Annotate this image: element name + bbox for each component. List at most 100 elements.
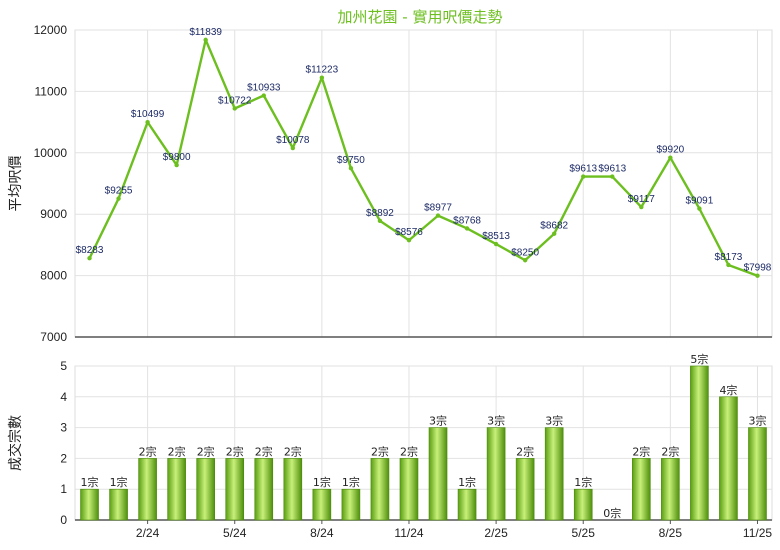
price-point [697, 206, 702, 211]
price-label: $10078 [276, 135, 310, 146]
transaction-bar [138, 458, 157, 521]
price-label: $9750 [337, 155, 365, 166]
price-label: $9613 [598, 164, 626, 175]
price-label: $9920 [656, 145, 684, 156]
transaction-label: 2宗 [139, 444, 157, 458]
y-tick-label: 11000 [35, 84, 68, 98]
y-tick-label: 10000 [34, 146, 68, 160]
transaction-bar [341, 488, 361, 521]
transaction-bar [399, 458, 419, 521]
transaction-label: 2宗 [371, 444, 389, 458]
y-tick-label: 3 [60, 421, 67, 435]
price-point [203, 37, 208, 43]
price-label: $10933 [247, 83, 281, 94]
transaction-bar [254, 458, 274, 521]
y-tick-label: 12000 [34, 23, 68, 37]
transaction-bar [661, 458, 680, 521]
price-label: $9117 [628, 194, 656, 205]
price-point [87, 256, 92, 261]
transaction-bar [109, 488, 128, 521]
chart-title: 加州花園 - 實用呎價走勢 [338, 8, 503, 26]
price-label: $9800 [163, 152, 191, 163]
price-label: $8977 [424, 203, 452, 214]
y-tick-label: 4 [60, 390, 67, 404]
transaction-label: 3宗 [429, 414, 447, 428]
y-tick-label: 0 [60, 513, 67, 527]
transaction-label: 1宗 [81, 475, 99, 489]
x-tick-label: 5/24 [223, 526, 247, 540]
y-tick-label: 1 [60, 482, 67, 496]
transaction-bar [370, 458, 390, 521]
price-point [261, 93, 266, 98]
transaction-bar [515, 458, 535, 521]
price-panel: 7000 8000 9000 10000 11000 12000 平均呎價 $8283 $925… [7, 23, 773, 344]
price-label: $11223 [306, 65, 339, 76]
price-label: $8283 [76, 245, 104, 256]
price-line [88, 38, 758, 277]
price-label: $7998 [744, 263, 772, 274]
transaction-bar [719, 396, 738, 521]
transaction-label: 1宗 [342, 475, 360, 489]
transaction-bar [283, 458, 303, 521]
price-point [174, 162, 179, 168]
transaction-label: 0宗 [603, 506, 621, 520]
transaction-bar [457, 488, 477, 521]
transaction-label: 2宗 [226, 444, 244, 458]
transaction-label: 2宗 [632, 444, 650, 458]
transaction-label: 2宗 [168, 444, 186, 458]
transaction-bar [167, 458, 186, 521]
price-point [116, 196, 121, 201]
x-tick-label: 2/25 [484, 526, 508, 540]
transaction-label: 3宗 [748, 414, 766, 428]
price-point [406, 238, 412, 243]
price-point [377, 218, 383, 224]
price-point [668, 155, 673, 160]
price-label: $8513 [482, 231, 510, 242]
transaction-label: 3宗 [545, 414, 563, 428]
x-tick-label: 11/25 [743, 526, 772, 540]
y-tick-label: 8000 [40, 269, 67, 283]
price-point [319, 75, 325, 80]
transaction-bar [748, 427, 767, 521]
transaction-bar [632, 458, 651, 521]
transaction-bar [690, 365, 709, 521]
transactions-panel: 0 1 2 3 4 5 成交宗數 1宗 1宗 2宗 2宗 2宗 2宗 2宗 2宗 1宗 1宗 2宗 2宗 3宗 1宗 3宗… [7, 352, 773, 540]
y-tick-label: 2 [60, 451, 67, 465]
transaction-bar [196, 458, 215, 521]
transaction-label: 2宗 [516, 444, 534, 458]
x-tick-label: 8/24 [310, 526, 334, 540]
price-point [610, 174, 615, 179]
x-tick-label: 2/24 [136, 526, 160, 540]
x-tick-label: 8/25 [659, 526, 683, 540]
transaction-label: 2宗 [661, 444, 679, 458]
transaction-label: 3宗 [487, 414, 505, 428]
transaction-bar [428, 427, 448, 521]
y-tick-label: 9000 [40, 207, 67, 221]
price-point [755, 273, 760, 278]
price-label: $8682 [540, 221, 568, 232]
price-label: $10722 [218, 95, 252, 106]
transaction-bar [486, 427, 506, 521]
price-point [290, 145, 296, 151]
transaction-label: 2宗 [197, 444, 215, 458]
price-label: $8892 [366, 208, 394, 219]
transaction-label: 5宗 [690, 352, 708, 366]
y-axis-title: 平均呎價 [7, 156, 24, 212]
price-point [726, 262, 731, 268]
x-tick-label: 11/24 [394, 526, 423, 540]
price-point [348, 165, 354, 171]
price-label: $9255 [105, 186, 133, 197]
price-point [493, 241, 499, 247]
transaction-label: 1宗 [458, 475, 476, 489]
price-point [232, 106, 237, 111]
price-point [145, 119, 150, 125]
price-label: $8576 [395, 227, 423, 238]
transaction-bar [573, 488, 593, 521]
transaction-bar [544, 427, 564, 521]
price-label: $10499 [131, 109, 165, 120]
transaction-label: 1宗 [313, 475, 331, 489]
price-point [581, 174, 586, 179]
price-label: $8768 [453, 215, 481, 226]
transaction-bar [80, 488, 99, 521]
